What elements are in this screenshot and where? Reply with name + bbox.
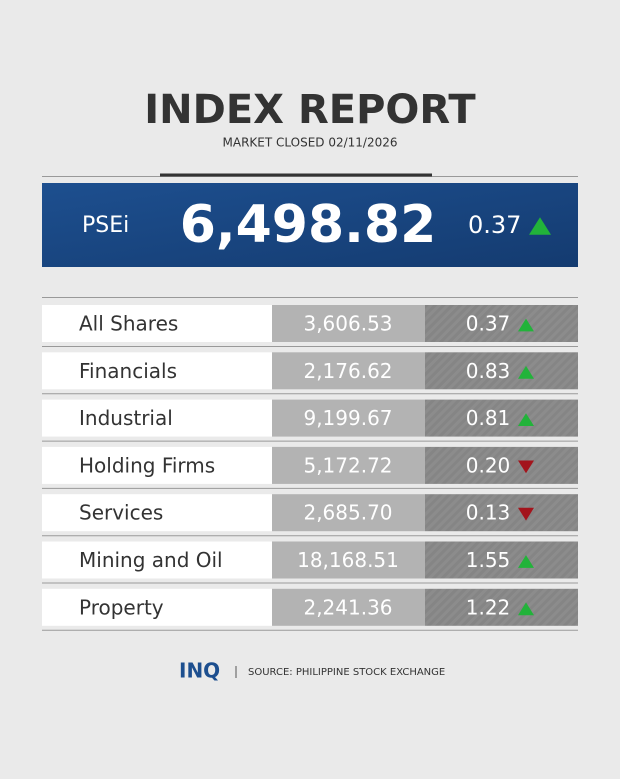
arrow-down	[518, 507, 534, 521]
row-name: Financials	[79, 359, 177, 383]
arrow-down	[518, 460, 534, 474]
row-change: 0.13	[466, 501, 511, 525]
change-cell	[425, 305, 578, 342]
psei-value: 6,498.82	[180, 195, 437, 255]
row-change: 0.20	[466, 453, 511, 477]
name-cell	[42, 446, 272, 484]
name-cell	[42, 494, 272, 532]
row-change: 0.37	[466, 312, 511, 336]
value-cell	[272, 588, 425, 626]
row-value: 18,168.51	[297, 548, 399, 572]
name-cell	[42, 305, 272, 342]
row-value: 3,606.53	[303, 312, 392, 336]
row-name: Services	[79, 501, 163, 525]
name-cell	[42, 588, 272, 626]
value-cell	[272, 541, 425, 579]
value-cell	[272, 399, 425, 437]
change-cell	[425, 352, 578, 390]
title: INDEX REPORT	[144, 87, 476, 133]
psei-label: PSEi	[82, 213, 129, 238]
psei-banner	[42, 183, 578, 267]
change-cell	[425, 588, 578, 626]
row-name: Holding Firms	[79, 453, 215, 477]
row-change: 1.22	[466, 595, 511, 619]
row-value: 2,176.62	[303, 359, 392, 383]
row-change: 0.81	[466, 406, 511, 430]
arrow-up	[518, 318, 534, 332]
row-name: Property	[79, 595, 164, 619]
table: All Shares 3,606.53 0.37 Financials 2,176.62…	[42, 305, 578, 631]
logo: INQ	[179, 659, 220, 683]
change-cell	[425, 399, 578, 437]
change-cell	[425, 541, 578, 579]
arrow-up	[518, 365, 534, 379]
row-value: 5,172.72	[303, 453, 392, 477]
psei-arrow	[529, 217, 551, 235]
name-cell	[42, 399, 272, 437]
psei-change: 0.37	[468, 211, 521, 239]
subtitle: MARKET CLOSED 02/11/2026	[223, 136, 398, 150]
row-change: 1.55	[466, 548, 511, 572]
value-cell	[272, 305, 425, 342]
row-name: Industrial	[79, 406, 173, 430]
row-value: 2,685.70	[303, 501, 392, 525]
name-cell	[42, 541, 272, 579]
source: SOURCE: PHILIPPINE STOCK EXCHANGE	[248, 667, 445, 678]
arrow-up	[518, 602, 534, 616]
value-cell	[272, 352, 425, 390]
arrow-up	[529, 217, 551, 235]
name-cell	[42, 352, 272, 390]
value-cell	[272, 494, 425, 532]
value-cell	[272, 446, 425, 484]
row-value: 2,241.36	[303, 595, 392, 619]
arrow-up	[518, 555, 534, 568]
row-value: 9,199.67	[303, 406, 392, 430]
change-cell	[425, 494, 578, 532]
row-name: Mining and Oil	[79, 548, 223, 572]
row-change: 0.83	[466, 359, 511, 383]
arrow-up	[518, 413, 534, 426]
row-name: All Shares	[79, 312, 178, 336]
change-cell	[425, 446, 578, 484]
